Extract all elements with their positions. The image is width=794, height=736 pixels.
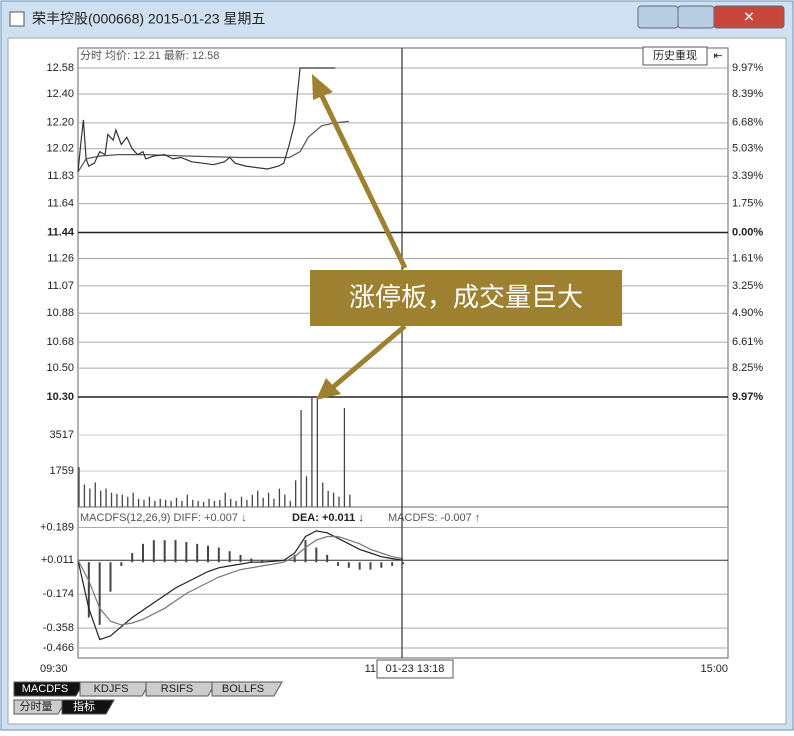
y2-tick-label: 6.68% xyxy=(732,117,763,129)
tab-label: MACDFS xyxy=(22,683,68,695)
y2-tick-label: 5.03% xyxy=(732,143,763,155)
history-button[interactable] xyxy=(642,46,708,66)
plot-frame xyxy=(77,47,729,659)
y-tick-label: 10.88 xyxy=(46,307,74,319)
y-tick-label: 11.83 xyxy=(47,170,74,182)
y2-tick-label: 3.25% xyxy=(732,280,763,292)
y2-tick-label: 3.39% xyxy=(732,170,763,182)
maximize-button[interactable] xyxy=(677,5,715,29)
tab-label: RSIFS xyxy=(161,683,193,695)
price-line xyxy=(77,67,336,172)
y2-tick-label: 9.97% xyxy=(732,391,763,403)
y-tick-label: 11.44 xyxy=(47,226,75,238)
tab-label: 分时量 xyxy=(20,700,53,713)
history-icon: ⇤ xyxy=(713,50,722,62)
y-tick-label: 1759 xyxy=(50,465,74,477)
annotation-box xyxy=(310,270,622,326)
tab[interactable] xyxy=(13,699,67,715)
tab[interactable] xyxy=(211,681,283,697)
tab-label: KDJFS xyxy=(94,683,129,695)
y-tick-label: 10.68 xyxy=(46,336,74,348)
diff-line xyxy=(77,530,404,641)
y-tick-label: 12.20 xyxy=(46,117,74,129)
arrow-head xyxy=(316,378,341,400)
cursor-time: 01-23 13:18 xyxy=(386,663,445,675)
tab[interactable] xyxy=(13,681,85,697)
y-tick-label: -0.358 xyxy=(43,622,74,634)
y2-tick-label: 0.00% xyxy=(732,226,763,238)
arrow-head xyxy=(312,74,333,100)
y-tick-label: 11.26 xyxy=(47,252,74,264)
tab[interactable] xyxy=(61,699,115,715)
y-tick-label: 11.07 xyxy=(47,280,74,292)
y2-tick-label: 8.39% xyxy=(732,88,763,100)
avg-line xyxy=(77,120,349,173)
tab[interactable] xyxy=(145,681,217,697)
price-header: 分时 均价: 12.21 最新: 12.58 xyxy=(80,48,219,62)
y2-tick-label: 9.97% xyxy=(732,62,763,74)
y-tick-label: -0.466 xyxy=(43,642,74,654)
y-tick-label: 3517 xyxy=(50,429,74,441)
y2-tick-label: 8.25% xyxy=(732,362,763,374)
y2-tick-label: 1.61% xyxy=(732,252,763,264)
y-tick-label: 10.30 xyxy=(46,391,74,403)
client-area xyxy=(7,37,787,725)
tab-label: 指标 xyxy=(73,699,95,713)
y-tick-label: 10.50 xyxy=(46,362,74,374)
y-tick-label: 12.02 xyxy=(46,143,74,155)
y-tick-label: +0.189 xyxy=(40,521,74,533)
y2-tick-label: 4.90% xyxy=(732,307,763,319)
dea-line xyxy=(77,535,404,626)
y-tick-label: -0.174 xyxy=(43,588,74,600)
arrow-line xyxy=(330,324,407,390)
tab[interactable] xyxy=(79,681,151,697)
app-icon xyxy=(9,11,25,27)
close-button[interactable] xyxy=(713,5,785,29)
y2-tick-label: 6.61% xyxy=(732,336,763,348)
y-tick-label: 12.58 xyxy=(46,62,74,74)
y-tick-label: 12.40 xyxy=(46,88,74,100)
y2-tick-label: 1.75% xyxy=(732,198,763,210)
history-button-label: 历史重现 xyxy=(653,48,697,62)
annotation-text: 涨停板，成交量巨大 xyxy=(349,282,583,312)
arrow-line xyxy=(317,90,408,270)
time-mid: 11 xyxy=(365,663,376,675)
y-tick-label: +0.011 xyxy=(41,554,74,566)
window-title: 荣丰控股(000668) 2015-01-23 星期五 xyxy=(32,11,265,27)
minimize-button[interactable] xyxy=(637,5,679,29)
cursor-box xyxy=(376,659,454,679)
close-icon: ✕ xyxy=(743,9,755,25)
y-tick-label: 11.64 xyxy=(47,198,74,210)
annotation: 涨停板，成交量巨大 xyxy=(310,74,622,400)
macd-header: MACDFS(12,26,9) DIFF: +0.007 ↓ xyxy=(80,512,247,524)
macd-header: DEA: +0.011 ↓ xyxy=(292,512,364,524)
macd-header: MACDFS: -0.007 ↑ xyxy=(388,512,480,524)
tab-label: BOLLFS xyxy=(222,683,264,695)
time-start: 09:30 xyxy=(40,663,68,675)
time-end: 15:00 xyxy=(700,663,728,675)
